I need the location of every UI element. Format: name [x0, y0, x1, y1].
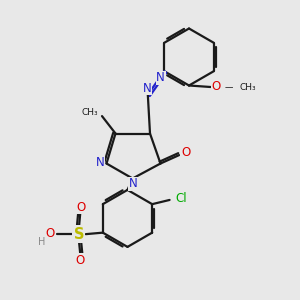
Text: N: N: [143, 82, 152, 94]
Text: —: —: [225, 83, 233, 92]
Text: H: H: [38, 237, 45, 247]
Text: CH₃: CH₃: [239, 83, 256, 92]
Text: O: O: [76, 201, 85, 214]
Text: O: O: [212, 80, 220, 93]
Text: N: N: [156, 71, 165, 84]
Text: S: S: [74, 227, 84, 242]
Text: CH₃: CH₃: [81, 108, 98, 117]
Text: O: O: [76, 254, 85, 267]
Text: N: N: [95, 155, 104, 169]
Text: O: O: [46, 227, 55, 240]
Text: Cl: Cl: [176, 192, 187, 205]
Text: N: N: [129, 177, 138, 190]
Text: O: O: [181, 146, 190, 159]
